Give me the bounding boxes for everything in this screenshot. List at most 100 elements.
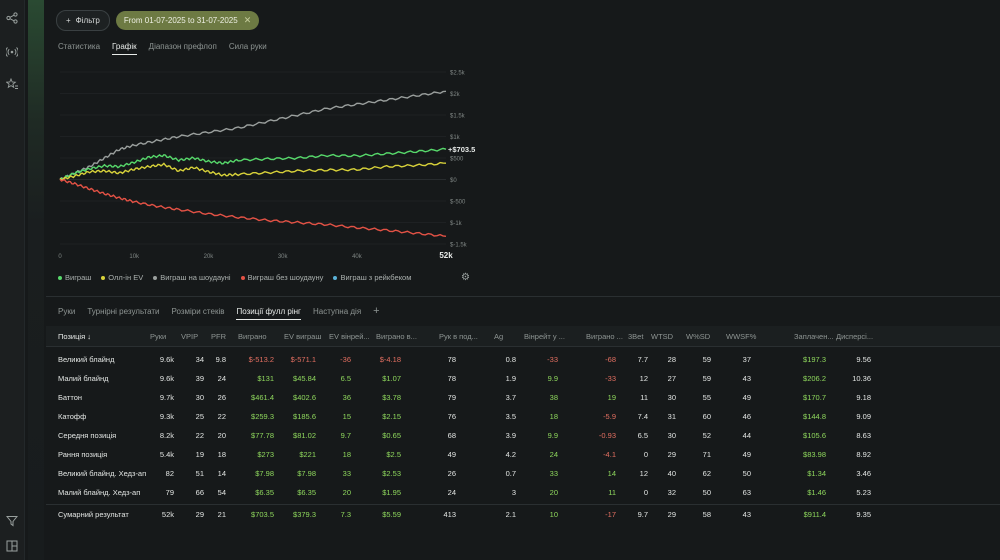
cell-16: $170.7 bbox=[803, 393, 826, 402]
broadcast-icon[interactable] bbox=[5, 46, 19, 60]
x-tick-label: 10k bbox=[129, 254, 140, 260]
table-row[interactable]: Великий блайнд 9.6k 34 9.8 $-513.2 $-571.1 -36… bbox=[46, 350, 1000, 369]
legend-item-0[interactable]: Виграш bbox=[58, 273, 91, 282]
table-row[interactable]: Малий блайнд 9.6k 39 24 $131 $45.84 6.5 $1.07 78… bbox=[46, 369, 1000, 388]
cell-7: $2.53 bbox=[382, 469, 401, 478]
table-row[interactable]: Баттон 9.7k 30 26 $461.4 $402.6 36 $3.78 79 3.7 38… bbox=[46, 388, 1000, 407]
tab-0[interactable]: Статистика bbox=[58, 42, 101, 51]
cell-4: $461.4 bbox=[251, 393, 274, 402]
cell-5: $379.3 bbox=[293, 510, 316, 519]
legend-item-4[interactable]: Виграш з рейкбеком bbox=[333, 273, 411, 282]
x-tick-label: 52k bbox=[439, 251, 453, 260]
column-header-2[interactable]: VPIP bbox=[181, 332, 199, 341]
cell-12: 0 bbox=[643, 488, 648, 497]
tab-2[interactable]: Діапазон префлоп bbox=[148, 42, 217, 51]
layout-icon[interactable] bbox=[5, 540, 19, 554]
filter-label: Фільтр bbox=[75, 16, 100, 25]
legend-label: Виграш без шоудауну bbox=[247, 273, 324, 282]
column-header-8[interactable]: Рук в под... bbox=[439, 332, 478, 341]
column-header-15[interactable]: WWSF% bbox=[726, 332, 757, 341]
table-row[interactable]: Великий блайнд. Хедз-ап 82 51 14 $7.98 $7.98 3… bbox=[46, 464, 1000, 483]
add-tab-icon[interactable]: + bbox=[373, 305, 380, 317]
tab-3[interactable]: Сила руки bbox=[228, 42, 267, 51]
column-header-7[interactable]: Виграно в... bbox=[376, 332, 417, 341]
total-row[interactable]: Сумарний результат 52k 29 21 $703.5 $379.3 7.3… bbox=[46, 504, 1000, 524]
cell-10: 9.9 bbox=[547, 374, 558, 383]
cell-2: 30 bbox=[195, 393, 204, 402]
cell-7: $3.78 bbox=[382, 393, 401, 402]
column-header-13[interactable]: WTSD bbox=[651, 332, 674, 341]
report-tab-1[interactable]: Турнірні результати bbox=[87, 307, 160, 316]
column-header-10[interactable]: Вінрейт у ... bbox=[524, 332, 565, 341]
column-header-0[interactable]: Позиція ↓ bbox=[58, 332, 91, 341]
column-header-12[interactable]: 3Bet bbox=[628, 332, 644, 341]
table-row[interactable]: Катофф 9.3k 25 22 $259.3 $185.6 15 $2.15 76 3.5 18… bbox=[46, 407, 1000, 426]
cell-1: 9.3k bbox=[159, 412, 174, 421]
column-header-16[interactable]: Заплачен... bbox=[794, 332, 834, 341]
left-sidebar bbox=[0, 0, 25, 560]
column-header-6[interactable]: EV вінрей... bbox=[329, 332, 370, 341]
column-header-17[interactable]: Дисперсі... bbox=[836, 332, 874, 341]
cell-13: 32 bbox=[667, 488, 676, 497]
legend-label: Виграш з рейкбеком bbox=[340, 273, 412, 282]
position-name: Рання позиція bbox=[58, 450, 108, 459]
cell-2: 29 bbox=[195, 510, 204, 519]
cell-17: 10.36 bbox=[852, 374, 871, 383]
table-row[interactable]: Середня позиція 8.2k 22 20 $77.78 $81.02 9.7 $0… bbox=[46, 426, 1000, 445]
column-header-3[interactable]: PFR bbox=[211, 332, 226, 341]
legend-label: Олл-ін EV bbox=[108, 273, 144, 282]
cell-14: 62 bbox=[702, 469, 711, 478]
column-header-1[interactable]: Руки bbox=[150, 332, 167, 341]
cell-15: 43 bbox=[742, 374, 751, 383]
tab-1[interactable]: Графік bbox=[112, 42, 137, 55]
legend-item-3[interactable]: Виграш без шоудауну bbox=[240, 273, 324, 282]
legend-dot bbox=[58, 276, 62, 281]
cell-14: 59 bbox=[702, 355, 711, 364]
report-tab-0[interactable]: Руки bbox=[58, 307, 76, 316]
column-header-9[interactable]: Ag bbox=[494, 332, 504, 341]
close-icon[interactable]: ✕ bbox=[243, 15, 252, 25]
series-line-2 bbox=[59, 161, 447, 181]
cell-12: 12 bbox=[639, 374, 648, 383]
legend-item-2[interactable]: Виграш на шоудауні bbox=[153, 273, 231, 282]
column-header-5[interactable]: EV виграш bbox=[284, 332, 322, 341]
gear-icon[interactable]: ⚙ bbox=[461, 272, 470, 283]
cell-17: 9.18 bbox=[856, 393, 871, 402]
report-tab-4[interactable]: Наступна дія bbox=[312, 307, 362, 316]
cell-15: 44 bbox=[742, 431, 751, 440]
cell-9: 1.9 bbox=[505, 374, 516, 383]
legend-label: Виграш bbox=[65, 273, 92, 282]
cell-2: 51 bbox=[195, 469, 204, 478]
table-row[interactable]: Малий блайнд. Хедз-ап 79 66 54 $6.35 $6.35 20 $… bbox=[46, 483, 1000, 502]
cell-7: $2.15 bbox=[382, 412, 401, 421]
cell-3: 22 bbox=[217, 412, 226, 421]
legend-item-1[interactable]: Олл-ін EV bbox=[101, 273, 143, 282]
table-row[interactable]: Рання позиція 5.4k 19 18 $273 $221 18 $2.5 49 4.2… bbox=[46, 445, 1000, 464]
cell-10: 24 bbox=[549, 450, 558, 459]
cell-7: $0.65 bbox=[382, 431, 401, 440]
cell-9: 2.1 bbox=[505, 510, 516, 519]
filter-button[interactable]: + Фільтр bbox=[56, 10, 110, 31]
cell-13: 29 bbox=[667, 510, 676, 519]
column-header-11[interactable]: Виграно ... bbox=[586, 332, 623, 341]
cell-6: 33 bbox=[342, 469, 351, 478]
cell-12: 11 bbox=[640, 393, 648, 402]
date-range-chip[interactable]: From 01-07-2025 to 31-07-2025 ✕ bbox=[115, 11, 260, 30]
cell-1: 9.6k bbox=[159, 355, 174, 364]
cell-7: $1.95 bbox=[382, 488, 401, 497]
cell-5: $221 bbox=[299, 450, 316, 459]
filter-icon[interactable] bbox=[5, 515, 19, 529]
column-header-14[interactable]: W%SD bbox=[686, 332, 711, 341]
star-list-icon[interactable] bbox=[5, 77, 19, 92]
report-tab-3[interactable]: Позиції фулл рінг bbox=[236, 307, 301, 320]
cell-12: 7.7 bbox=[637, 355, 648, 364]
cell-6: 9.7 bbox=[340, 431, 351, 440]
cell-14: 60 bbox=[702, 412, 711, 421]
share-icon[interactable] bbox=[5, 12, 19, 26]
report-tab-2[interactable]: Розміри стеків bbox=[171, 307, 225, 316]
cell-17: 8.92 bbox=[856, 450, 871, 459]
cell-7: $2.5 bbox=[386, 450, 401, 459]
column-header-4[interactable]: Виграно bbox=[238, 332, 267, 341]
cell-11: 11 bbox=[608, 488, 616, 497]
cell-15: 46 bbox=[742, 412, 751, 421]
